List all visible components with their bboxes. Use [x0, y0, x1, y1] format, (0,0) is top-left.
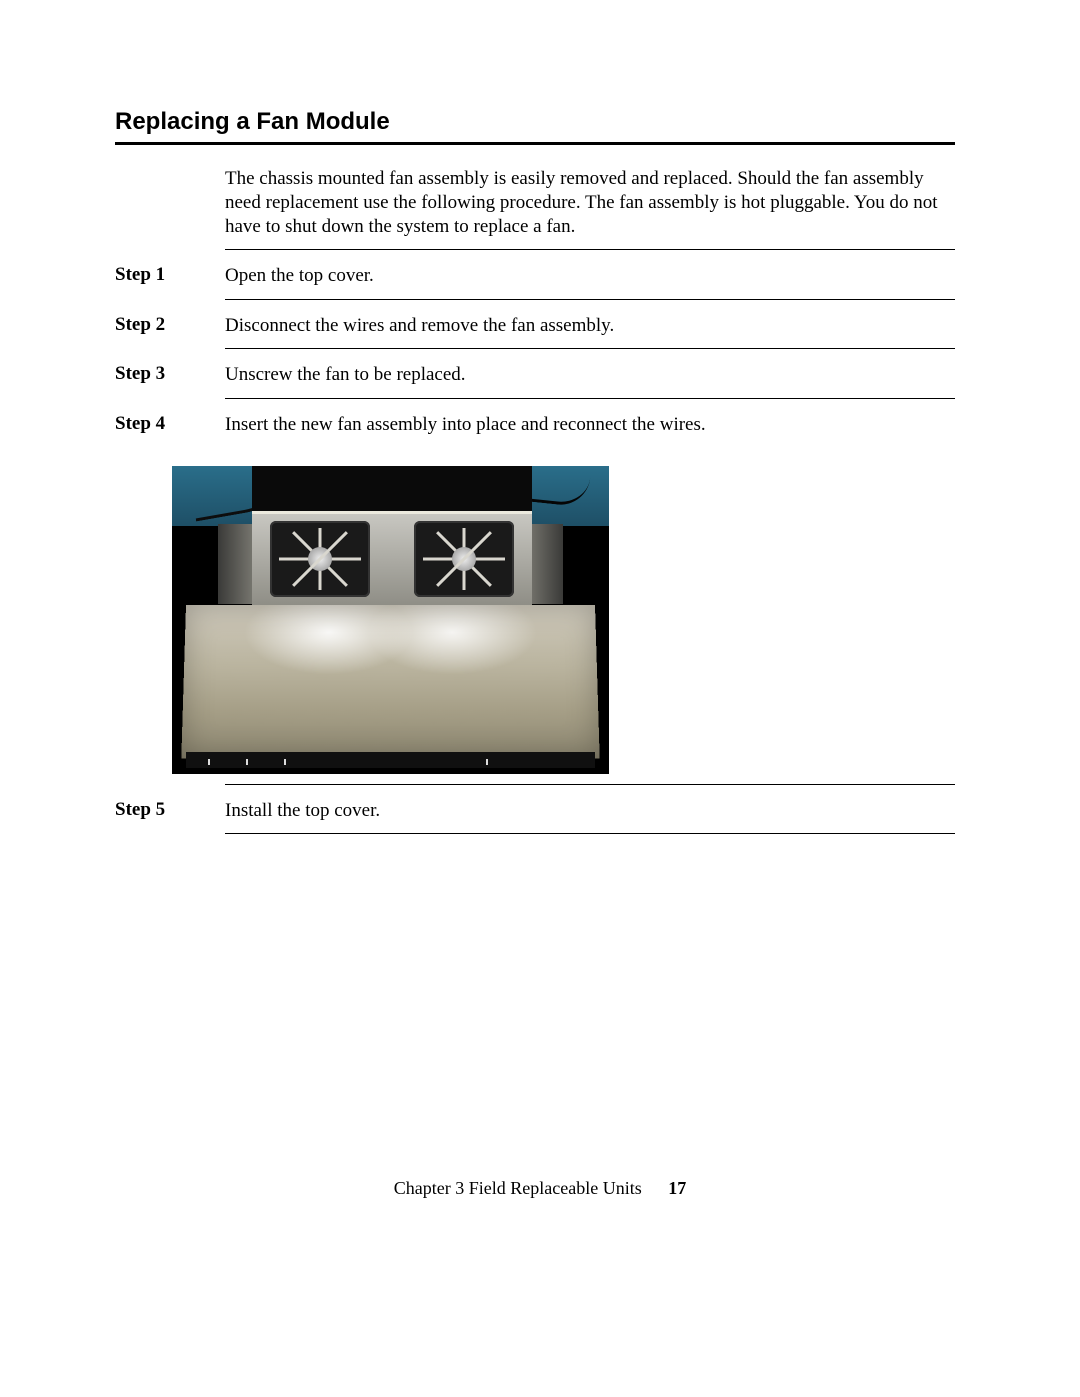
- section-title-rule: [115, 142, 955, 145]
- footer-chapter: Chapter 3 Field Replaceable Units: [394, 1178, 642, 1198]
- fan-icon: [414, 521, 514, 597]
- step-text: Unscrew the fan to be replaced.: [225, 363, 955, 388]
- footer-page-number: 17: [668, 1178, 686, 1198]
- step-label: Step 5: [115, 799, 225, 821]
- fan-assembly-photo: [172, 466, 609, 774]
- figure-rule: [225, 784, 955, 785]
- intro-block: The chassis mounted fan assembly is easi…: [225, 167, 955, 250]
- step-text: Open the top cover.: [225, 264, 955, 289]
- fan-icon: [270, 521, 370, 597]
- step-row-3: Step 3 Unscrew the fan to be replaced.: [115, 363, 955, 398]
- intro-rule: [225, 249, 955, 250]
- section-title: Replacing a Fan Module: [115, 108, 955, 142]
- figure-container: [172, 466, 955, 774]
- step-separator: [225, 348, 955, 349]
- step-label: Step 1: [115, 264, 225, 286]
- step-row-2: Step 2 Disconnect the wires and remove t…: [115, 314, 955, 349]
- step-separator: [225, 299, 955, 300]
- document-page: Replacing a Fan Module The chassis mount…: [0, 0, 1080, 1397]
- step-row-4: Step 4 Insert the new fan assembly into …: [115, 413, 955, 448]
- step-text: Install the top cover.: [225, 799, 955, 824]
- step-row-5: Step 5 Install the top cover.: [115, 799, 955, 834]
- step-text: Disconnect the wires and remove the fan …: [225, 314, 955, 339]
- step-label: Step 2: [115, 314, 225, 336]
- step-separator: [225, 398, 955, 399]
- page-footer: Chapter 3 Field Replaceable Units 17: [0, 1178, 1080, 1199]
- step-row-1: Step 1 Open the top cover.: [115, 264, 955, 299]
- step-label: Step 3: [115, 363, 225, 385]
- step-separator: [225, 833, 955, 834]
- intro-paragraph: The chassis mounted fan assembly is easi…: [225, 167, 955, 249]
- step-label: Step 4: [115, 413, 225, 435]
- step-text: Insert the new fan assembly into place a…: [225, 413, 955, 438]
